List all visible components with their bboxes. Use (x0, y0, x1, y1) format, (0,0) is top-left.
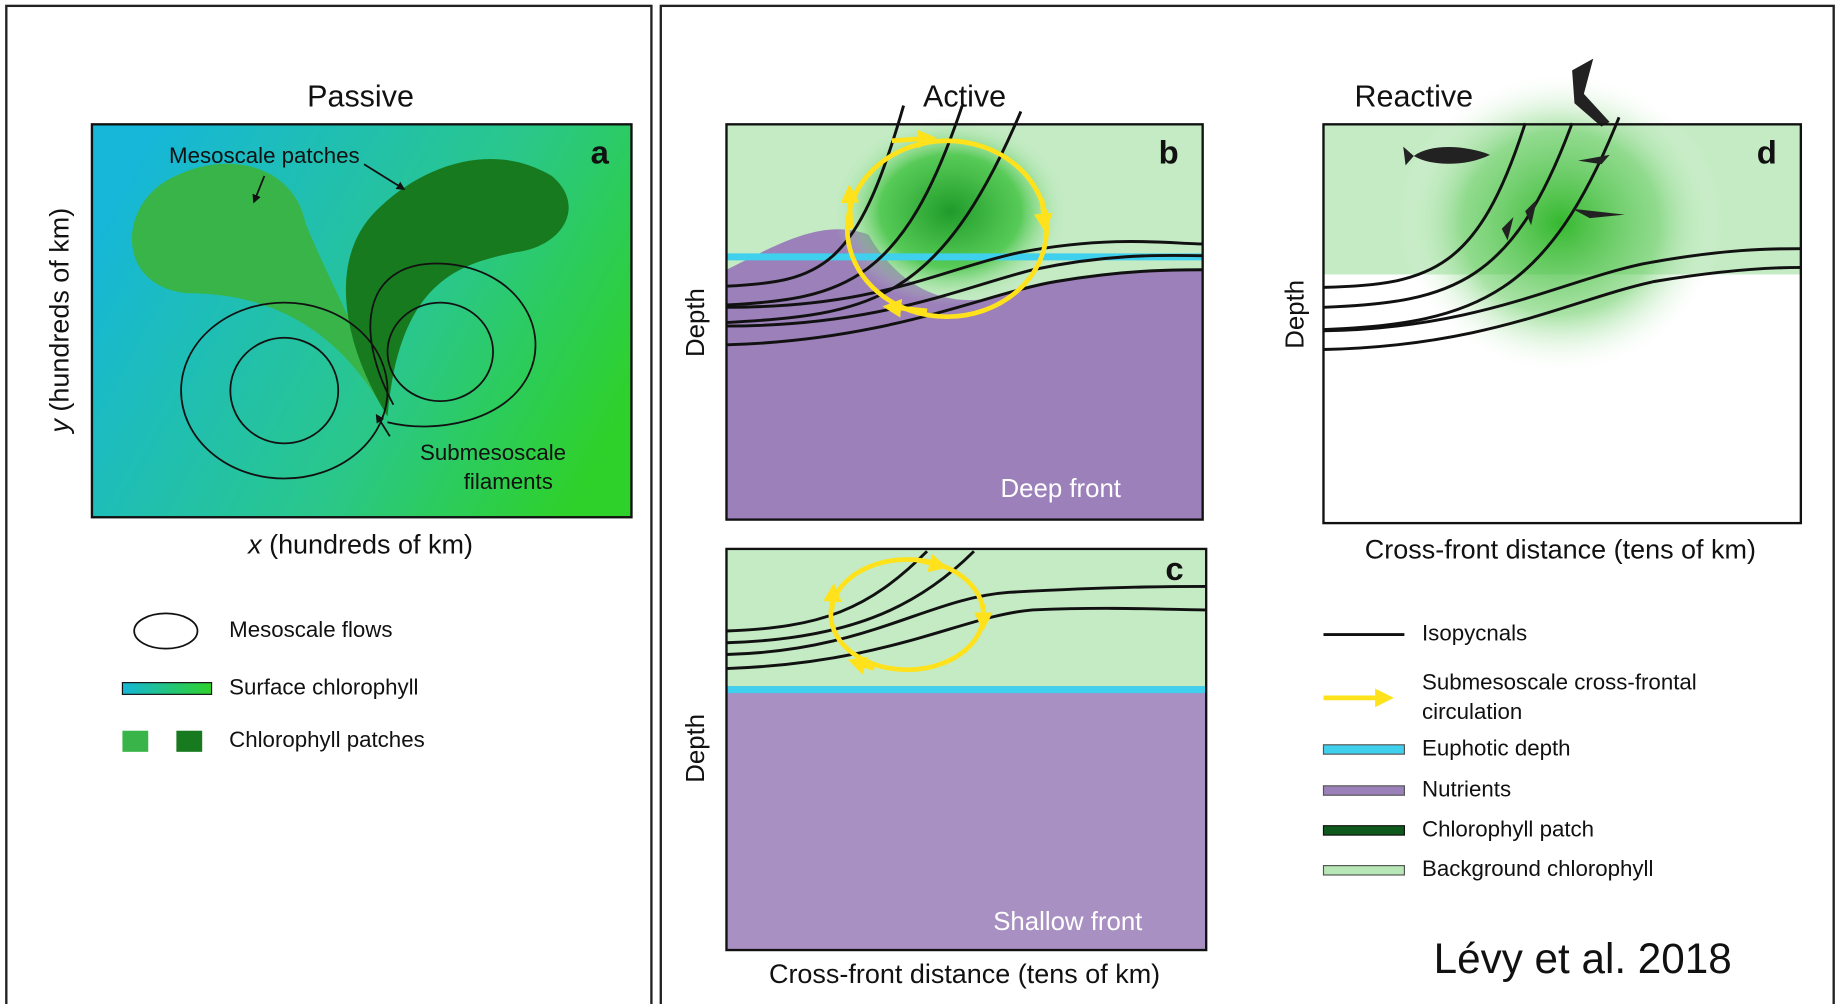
legend-label: Surface chlorophyll (229, 674, 418, 699)
axis-variable: x (246, 530, 263, 560)
legend-swatch (1323, 786, 1404, 795)
axis-variable: y (45, 418, 75, 435)
circulation-arrow (850, 194, 851, 229)
legend-label: Euphotic depth (1422, 735, 1571, 760)
legend-label: Chlorophyll patch (1422, 816, 1594, 841)
legend-swatch (122, 683, 211, 695)
panel-letter: a (591, 133, 610, 170)
circulation-arrow (832, 592, 833, 610)
background-chlorophyll (726, 549, 1206, 686)
legend-swatch (176, 731, 202, 752)
annotation: filaments (464, 469, 553, 494)
circulation-arrow (892, 138, 927, 140)
circulation-arrow (1042, 199, 1044, 222)
panel-letter: d (1757, 133, 1777, 170)
y-axis-label: Depth (682, 288, 710, 357)
panel-caption: Shallow front (993, 908, 1142, 936)
legend-label: Chlorophyll patches (229, 727, 425, 752)
x-axis-label: Cross-front distance (tens of km) (769, 959, 1160, 989)
legend-label: Mesoscale flows (229, 617, 392, 642)
legend-label: Isopycnals (1422, 620, 1527, 645)
citation: Lévy et al. 2018 (1434, 935, 1732, 982)
figure: Passive Mesoscale patches Submesoscale f… (0, 0, 1840, 1004)
y-axis-label: Depth (682, 714, 710, 783)
legend-swatch (1323, 866, 1404, 875)
legend-label: Submesoscale cross-frontal (1422, 670, 1697, 695)
panel-letter: c (1165, 550, 1183, 587)
panel-letter: b (1159, 133, 1179, 170)
legend-label: Background chlorophyll (1422, 856, 1653, 881)
annotation: Mesoscale patches (169, 143, 360, 168)
legend-label: Nutrients (1422, 776, 1511, 801)
legend-swatch (1323, 745, 1404, 754)
legend-label: circulation (1422, 699, 1522, 724)
axis-unit: (hundreds of km) (45, 208, 75, 419)
x-axis-label: Cross-front distance (tens of km) (1365, 534, 1756, 564)
y-axis-label: Depth (1281, 280, 1309, 349)
axis-unit: (hundreds of km) (262, 530, 473, 560)
legend-swatch (1323, 826, 1404, 835)
legend-swatch (134, 613, 197, 648)
panel-title: Active (923, 80, 1006, 114)
x-axis-label: x (hundreds of km) (246, 530, 473, 560)
panel-caption: Deep front (1001, 475, 1121, 503)
legend-swatch (122, 731, 148, 752)
panel-title: Passive (307, 80, 414, 114)
chlorophyll-patch (1396, 70, 1724, 375)
annotation: Submesoscale (420, 440, 566, 465)
y-axis-label: y (hundreds of km) (45, 208, 75, 435)
